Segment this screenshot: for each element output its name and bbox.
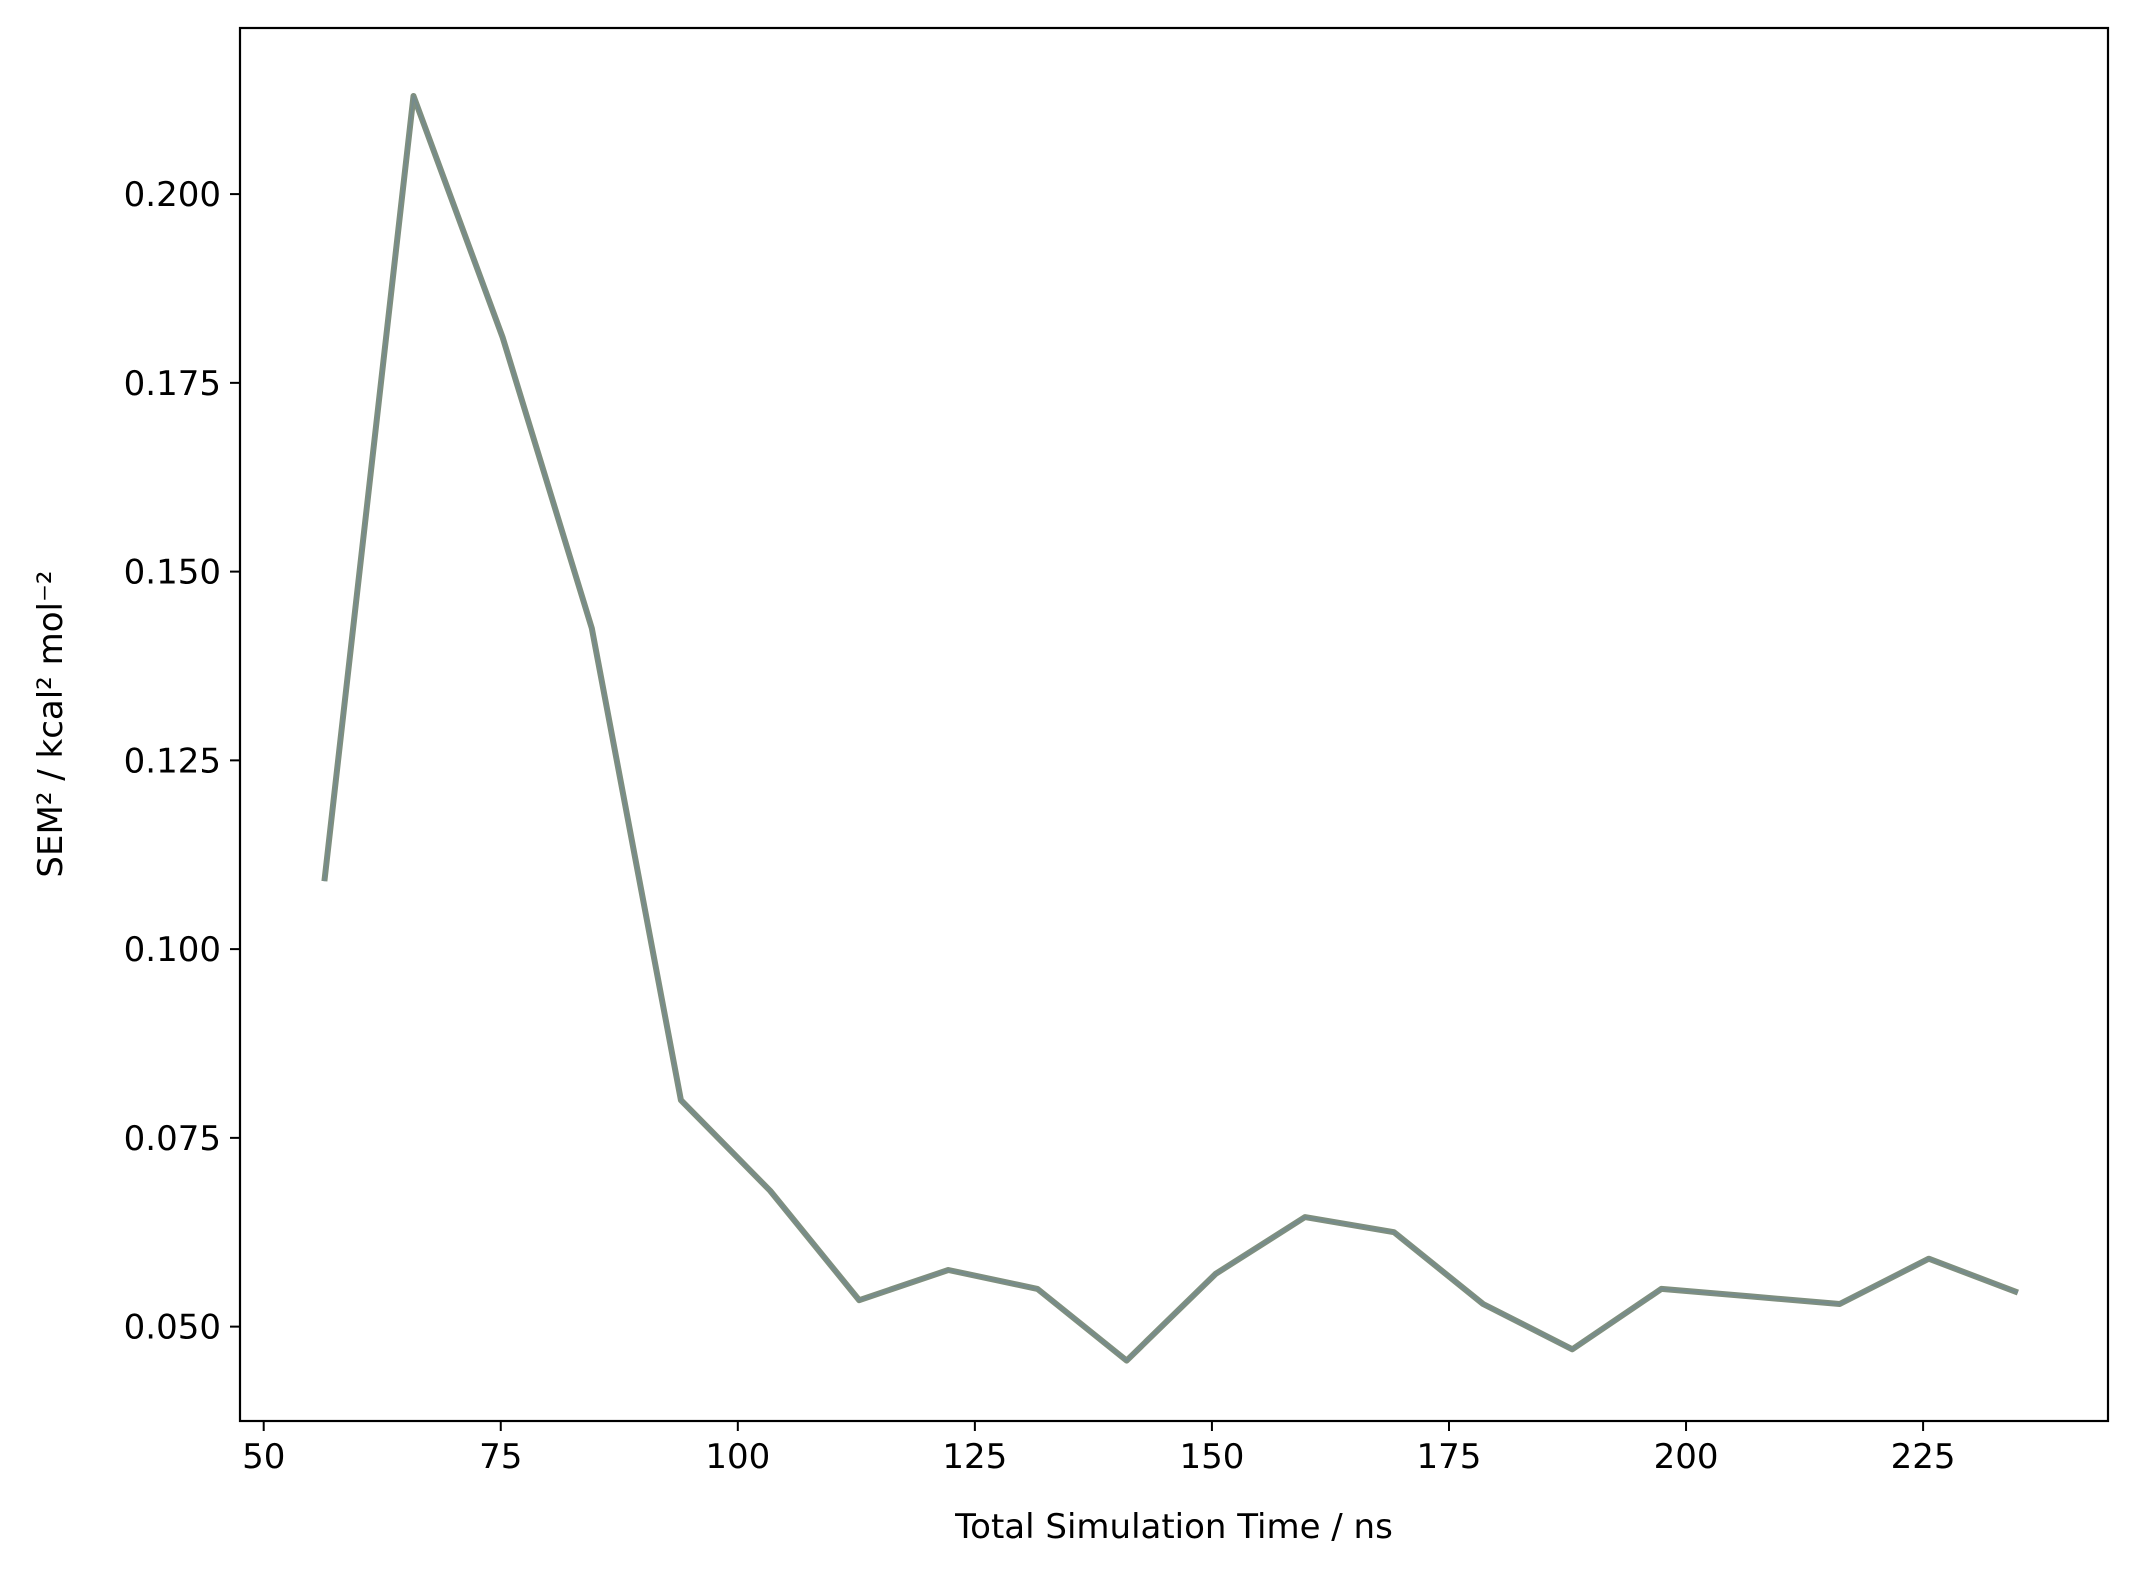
x-tick-label: 225 [1891, 1437, 1956, 1477]
axes-frame [238, 26, 2110, 1423]
x-tick-label: 150 [1179, 1437, 1244, 1477]
x-axis-ticks: 50 75 100 125 150 175 200 225 [242, 1421, 1956, 1477]
x-tick-label: 75 [479, 1437, 522, 1477]
x-tick-label: 100 [705, 1437, 770, 1477]
x-axis-label: Total Simulation Time / ns [954, 1507, 1393, 1547]
x-tick-label: 175 [1417, 1437, 1482, 1477]
y-tick-label: 0.175 [124, 364, 221, 404]
y-tick-label: 0.200 [124, 175, 221, 215]
x-tick-label: 125 [942, 1437, 1007, 1477]
y-tick-label: 0.100 [124, 930, 221, 970]
y-axis-label: SEM² / kcal² mol⁻² [31, 570, 71, 877]
y-axis-ticks: 0.050 0.075 0.100 0.125 0.150 0.175 0.200 [124, 175, 240, 1348]
y-tick-label: 0.050 [124, 1308, 221, 1348]
x-tick-label: 50 [242, 1437, 285, 1477]
y-tick-label: 0.125 [124, 741, 221, 781]
x-tick-label: 200 [1654, 1437, 1719, 1477]
plot-area [321, 93, 2019, 1364]
series-line-overlay [323, 95, 2019, 1362]
y-tick-label: 0.150 [124, 553, 221, 593]
y-tick-label: 0.075 [124, 1119, 221, 1159]
